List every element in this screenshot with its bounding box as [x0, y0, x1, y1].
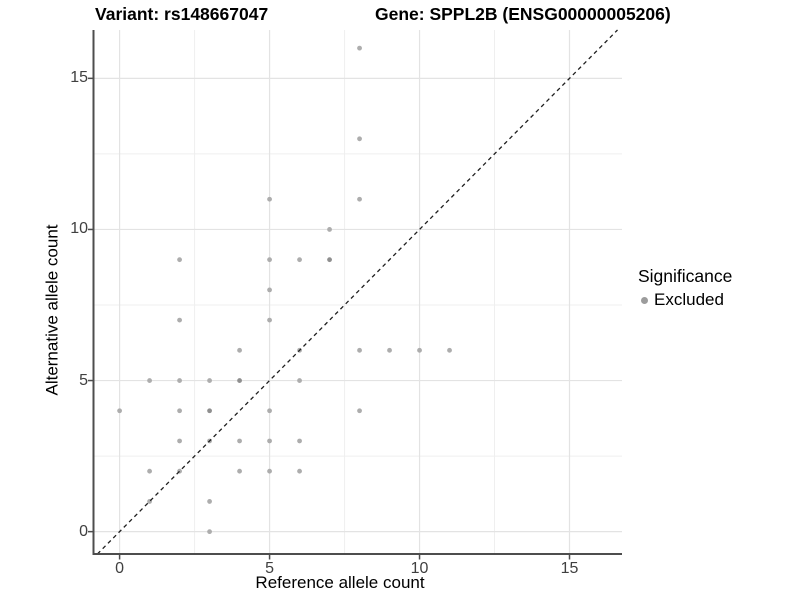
data-point [207, 529, 212, 535]
data-point [297, 438, 302, 444]
data-point [417, 347, 422, 353]
data-point [237, 347, 242, 353]
legend-item-excluded: Excluded [638, 290, 732, 310]
data-point [267, 408, 272, 414]
plot-title-variant: Variant: rs148667047 [95, 4, 269, 24]
data-point [147, 468, 152, 474]
legend: Significance Excluded [638, 266, 732, 310]
data-point [177, 408, 182, 414]
x-tick-label: 0 [115, 560, 125, 577]
data-point [357, 45, 362, 51]
data-point [267, 468, 272, 474]
identity-line [96, 29, 618, 555]
data-point [147, 378, 152, 383]
data-point [327, 227, 332, 232]
excluded-point-icon [641, 296, 648, 304]
legend-item-label: Excluded [654, 289, 724, 309]
data-point [447, 347, 452, 353]
data-point [357, 408, 362, 414]
data-point [327, 257, 332, 263]
x-tick-label: 5 [265, 560, 275, 577]
y-tick-label: 0 [79, 522, 88, 540]
data-point [297, 378, 302, 383]
data-point [177, 378, 182, 383]
data-point [357, 136, 362, 142]
y-tick-label: 5 [79, 371, 88, 389]
data-point [297, 257, 302, 263]
y-axis-title: Alternative allele count [42, 224, 62, 396]
data-point [237, 468, 242, 474]
x-tick-label: 10 [410, 560, 429, 577]
data-point [357, 347, 362, 353]
data-point [267, 317, 272, 323]
data-point [237, 438, 242, 444]
data-point [237, 378, 242, 383]
x-axis-title: Reference allele count [255, 573, 425, 592]
legend-title: Significance [638, 266, 733, 286]
y-tick-label: 10 [70, 220, 88, 238]
y-tick-label: 15 [70, 69, 88, 87]
x-tick-label: 15 [560, 560, 579, 577]
plot-title-gene: Gene: SPPL2B (ENSG00000005206) [375, 4, 671, 24]
data-point [267, 287, 272, 293]
data-point [267, 196, 272, 202]
data-point [267, 257, 272, 263]
data-point [267, 438, 272, 444]
data-point [207, 378, 212, 383]
data-point [177, 317, 182, 323]
data-point [177, 257, 182, 263]
data-point [207, 408, 212, 414]
data-point [357, 196, 362, 202]
data-point [207, 499, 212, 504]
data-point [297, 468, 302, 474]
data-point [117, 408, 122, 414]
data-point [387, 347, 392, 353]
data-point [177, 438, 182, 444]
